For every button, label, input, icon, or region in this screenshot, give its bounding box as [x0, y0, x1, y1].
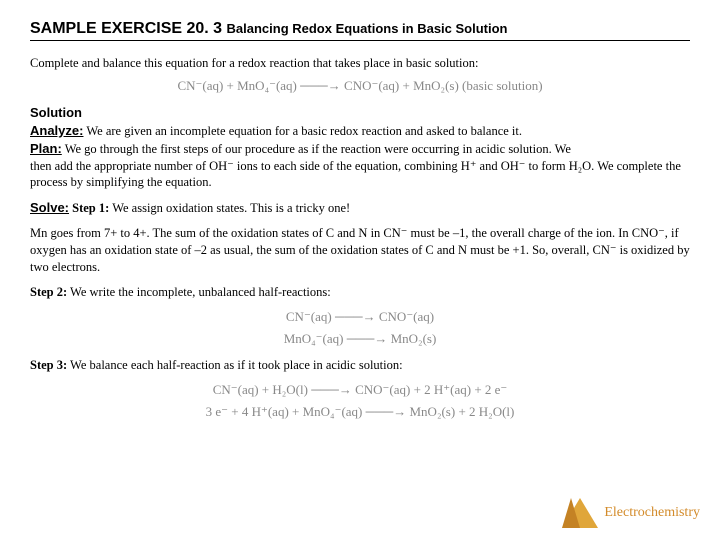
- solution-block: Solution Analyze: We are given an incomp…: [30, 104, 690, 158]
- step1-text: We assign oxidation states. This is a tr…: [109, 201, 350, 215]
- step3-label: Step 3:: [30, 358, 67, 372]
- intro-text: Complete and balance this equation for a…: [30, 55, 690, 72]
- title-underline: [30, 40, 690, 41]
- plan-label: Plan:: [30, 141, 62, 156]
- title-main: SAMPLE EXERCISE 20. 3: [30, 20, 222, 37]
- footer-label: Electrochemistry: [604, 505, 700, 521]
- exercise-title: SAMPLE EXERCISE 20. 3 Balancing Redox Eq…: [30, 20, 690, 38]
- step3-text: We balance each half-reaction as if it t…: [67, 358, 402, 372]
- half-reaction-1: CN⁻(aq) ───→ CNO⁻(aq): [30, 309, 690, 325]
- balanced-reaction-2: 3 e⁻ + 4 H⁺(aq) + MnO₄⁻(aq) ───→ MnO₂(s)…: [30, 404, 690, 420]
- mn-paragraph: Mn goes from 7+ to 4+. The sum of the ox…: [30, 225, 690, 276]
- analyze-text: We are given an incomplete equation for …: [83, 124, 522, 138]
- solve-label: Solve:: [30, 200, 69, 215]
- step1-label: Step 1:: [69, 201, 109, 215]
- analyze-label: Analyze:: [30, 123, 83, 138]
- balanced-reaction-1: CN⁻(aq) + H₂O(l) ───→ CNO⁻(aq) + 2 H⁺(aq…: [30, 382, 690, 398]
- footer: Electrochemistry: [562, 498, 700, 528]
- main-equation: CN⁻(aq) + MnO₄⁻(aq) ───→ CNO⁻(aq) + MnO₂…: [30, 78, 690, 94]
- step2-block: Step 2: We write the incomplete, unbalan…: [30, 284, 690, 301]
- solution-heading: Solution: [30, 105, 82, 120]
- title-subtitle: Balancing Redox Equations in Basic Solut…: [227, 21, 508, 36]
- plan-text-2: then add the appropriate number of OH⁻ i…: [30, 158, 690, 192]
- solve-step1: Solve: Step 1: We assign oxidation state…: [30, 199, 690, 217]
- step2-text: We write the incomplete, unbalanced half…: [67, 285, 331, 299]
- step2-label: Step 2:: [30, 285, 67, 299]
- step3-block: Step 3: We balance each half-reaction as…: [30, 357, 690, 374]
- pyramid-icon: [562, 498, 598, 528]
- half-reaction-2: MnO₄⁻(aq) ───→ MnO₂(s): [30, 331, 690, 347]
- plan-text-1: We go through the first steps of our pro…: [62, 142, 571, 156]
